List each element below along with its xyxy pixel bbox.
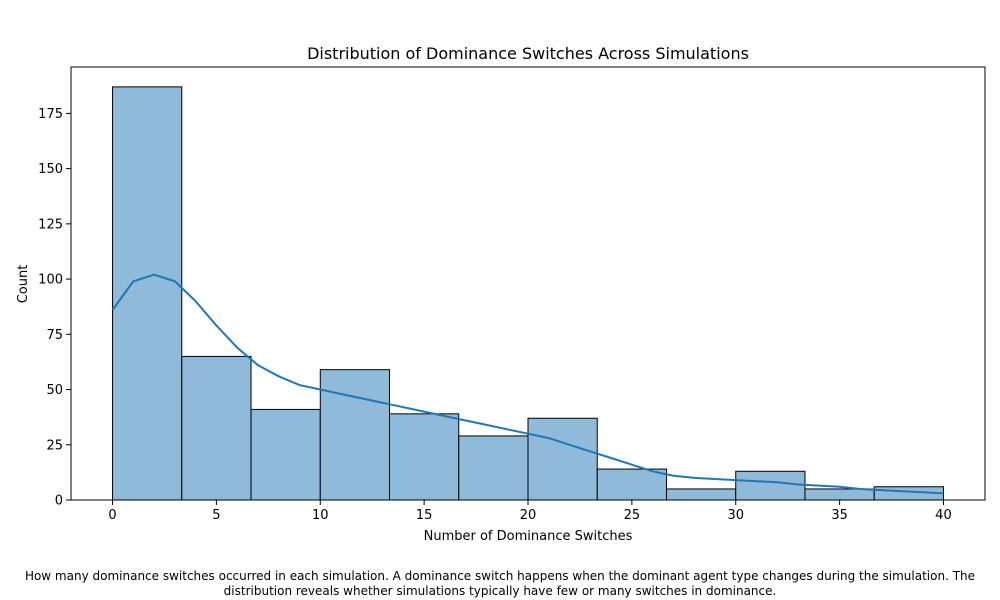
y-tick-label: 75: [46, 328, 63, 343]
histogram-bar: [804, 488, 875, 501]
chart-title: Distribution of Dominance Switches Acros…: [307, 44, 749, 63]
x-tick-label: 5: [212, 508, 220, 523]
y-axis-ticks: 0 25 50 75 100 125 150 175: [38, 107, 71, 509]
x-tick-label: 35: [831, 508, 848, 523]
y-tick-label: 50: [46, 383, 63, 398]
y-axis-label: Count: [16, 265, 31, 304]
y-tick-label: 100: [38, 273, 63, 288]
x-tick-label: 15: [416, 508, 433, 523]
histogram-bar: [596, 468, 667, 501]
x-tick-label: 25: [624, 508, 641, 523]
histogram-bar: [735, 470, 806, 501]
histogram-bar: [527, 417, 598, 501]
x-tick-label: 40: [935, 508, 952, 523]
histogram-bar: [458, 435, 529, 501]
x-tick-label: 10: [312, 508, 329, 523]
histogram-bar: [389, 413, 460, 501]
y-tick-label: 175: [38, 107, 63, 122]
x-tick-label: 30: [727, 508, 744, 523]
histogram-bar: [112, 86, 183, 501]
histogram-bar: [181, 355, 252, 501]
y-tick-label: 25: [46, 438, 63, 453]
x-axis-label: Number of Dominance Switches: [424, 529, 633, 544]
y-tick-label: 125: [38, 217, 63, 232]
figure-caption: How many dominance switches occurred in …: [0, 569, 1000, 599]
caption-line-2: distribution reveals whether simulations…: [223, 584, 777, 598]
x-axis-ticks: 0 5 10 15 20 25 30 35 40: [108, 500, 952, 523]
x-tick-label: 0: [108, 508, 116, 523]
x-tick-label: 20: [520, 508, 537, 523]
histogram-bar: [319, 369, 391, 501]
y-tick-label: 150: [38, 162, 63, 177]
caption-line-1: How many dominance switches occurred in …: [24, 569, 976, 583]
histogram-bar: [250, 408, 321, 501]
kde-line: [111, 273, 944, 495]
bars-layer: [112, 86, 944, 501]
y-tick-label: 0: [55, 494, 63, 509]
histogram-bar: [665, 488, 737, 501]
